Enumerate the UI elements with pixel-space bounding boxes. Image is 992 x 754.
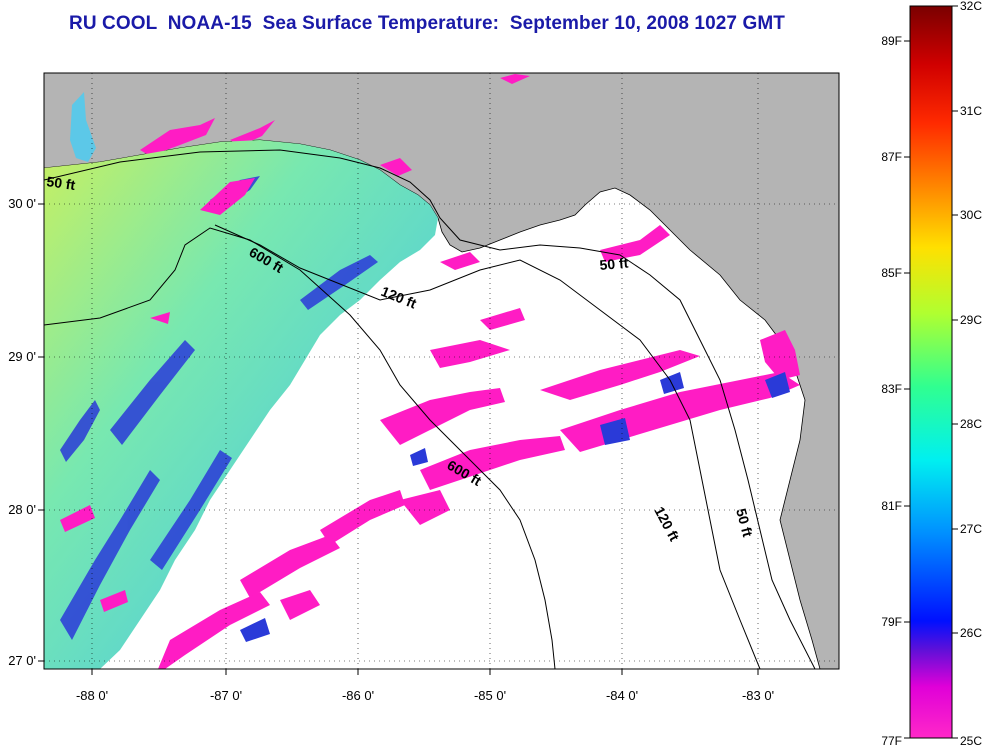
lon-label: -87 0' <box>210 688 242 703</box>
lon-label: -85 0' <box>474 688 506 703</box>
lon-labels: -88 0' -87 0' -86 0' -85 0' -84 0' -83 0… <box>76 688 774 703</box>
color-bar: 89F 87F 85F 83F 81F 79F 77F 32C 31C 30C … <box>881 0 982 748</box>
lat-label: 30 0' <box>8 196 36 211</box>
isobath-label: 50 ft <box>599 255 629 273</box>
bay-eastern <box>380 158 412 176</box>
isobath-600ft <box>44 227 556 669</box>
colorbar-f-label: 81F <box>881 499 902 513</box>
colorbar-c-label: 26C <box>960 626 982 640</box>
lat-label: 28 0' <box>8 502 36 517</box>
bay-pensacola <box>140 118 215 156</box>
lon-label: -88 0' <box>76 688 108 703</box>
cold-spots-east <box>240 372 790 642</box>
lat-labels: 30 0' 29 0' 28 0' 27 0' <box>8 196 36 668</box>
colorbar-f-label: 87F <box>881 150 902 164</box>
isobath-50ft <box>44 149 816 669</box>
map-area <box>44 73 839 669</box>
axis-ticks <box>38 203 759 675</box>
lon-label: -86 0' <box>342 688 374 703</box>
isobath-lines <box>44 149 816 669</box>
colorbar-c-label: 30C <box>960 208 982 222</box>
colorbar-c-label: 25C <box>960 734 982 748</box>
colorbar-f-label: 89F <box>881 34 902 48</box>
map-title: RU COOL NOAA-15 Sea Surface Temperature:… <box>69 13 785 34</box>
colorbar-f-label: 85F <box>881 266 902 280</box>
colorbar-c-label: 28C <box>960 417 982 431</box>
isobath-label: 50 ft <box>46 173 77 193</box>
colorbar-c-label: 31C <box>960 104 982 118</box>
colorbar-c-label: 32C <box>960 0 982 13</box>
colorbar-f-label: 77F <box>881 734 902 748</box>
lat-label: 27 0' <box>8 653 36 668</box>
isobath-label: 50 ft <box>733 507 756 539</box>
colorbar-c-label: 29C <box>960 313 982 327</box>
color-bar-gradient <box>909 5 953 739</box>
lon-label: -83 0' <box>742 688 774 703</box>
cold-streaks <box>60 176 378 640</box>
bay-choctawhatchee <box>230 120 275 146</box>
colorbar-c-label: 27C <box>960 522 982 536</box>
color-bar-ticks <box>904 5 958 739</box>
bay-mobile <box>70 92 96 162</box>
land-mass <box>44 73 839 669</box>
map-frame <box>43 72 840 670</box>
lon-label: -84 0' <box>606 688 638 703</box>
lat-label: 29 0' <box>8 349 36 364</box>
isobath-120ft <box>214 224 761 669</box>
colorbar-f-label: 79F <box>881 615 902 629</box>
colorbar-f-label: 83F <box>881 382 902 396</box>
